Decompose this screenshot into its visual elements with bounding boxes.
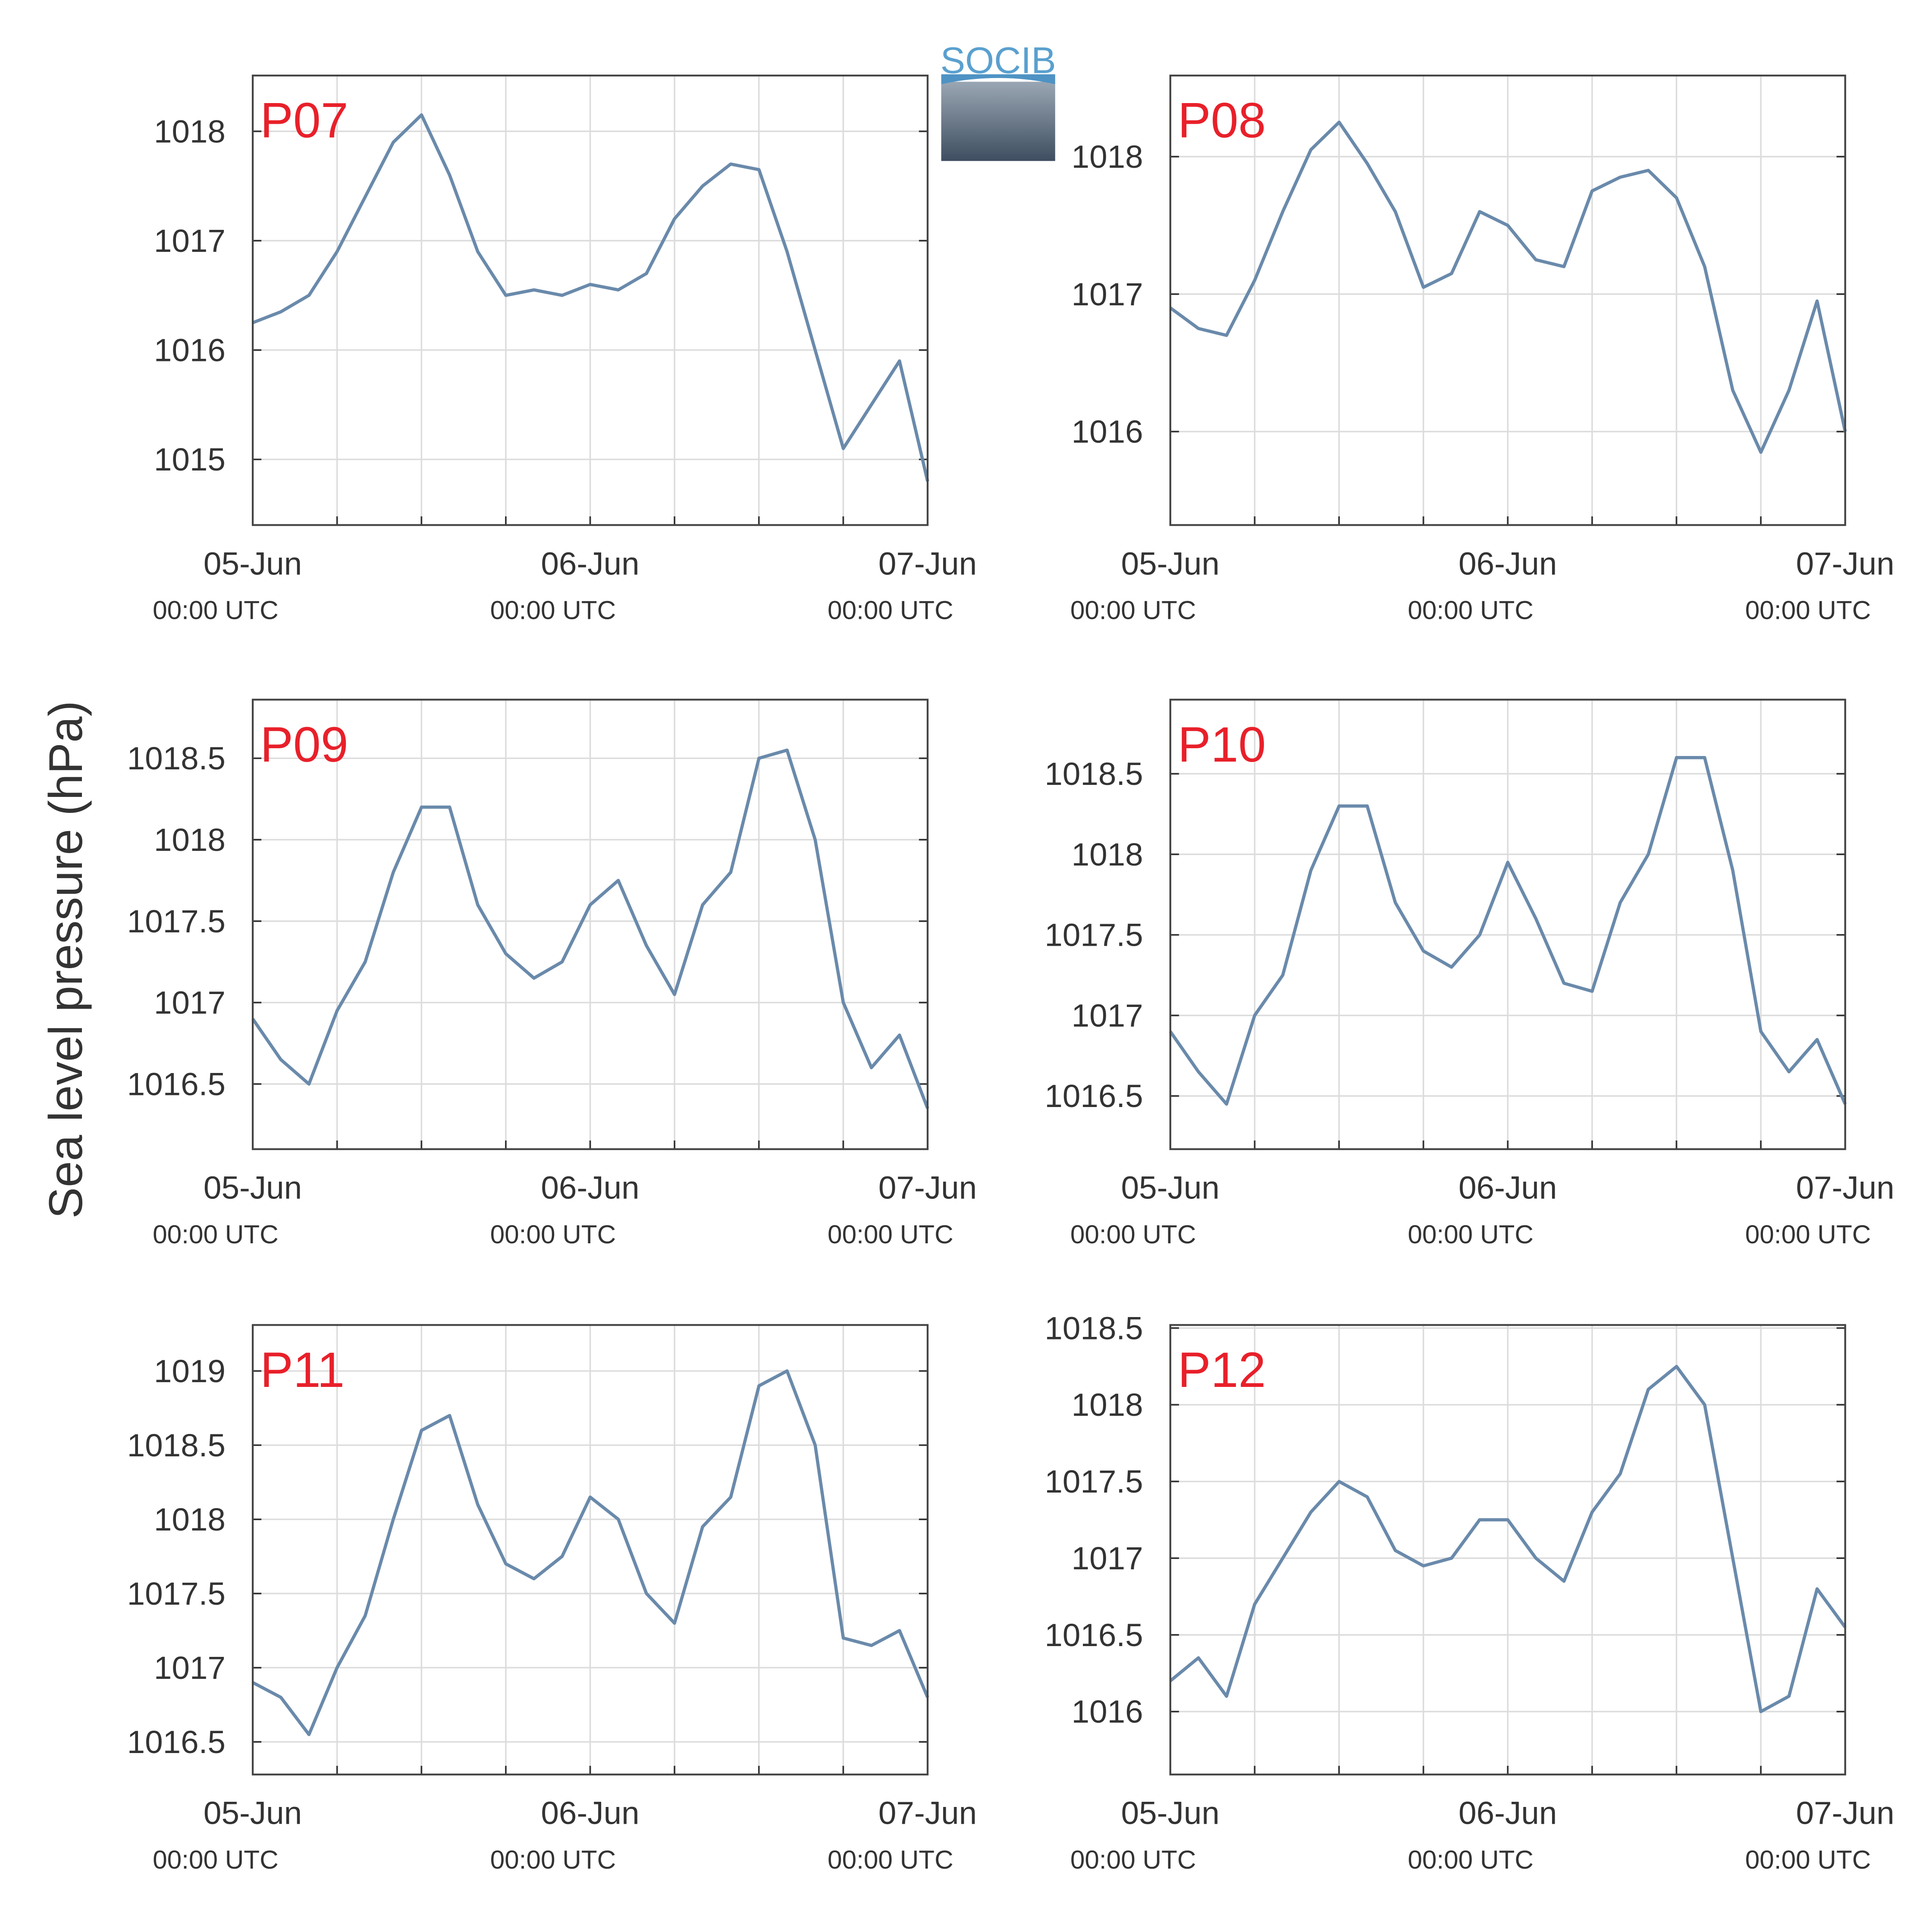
y-tick-label: 1016: [154, 332, 226, 368]
x-tick-label: 06-Jun: [541, 1795, 639, 1831]
logo-box: [941, 82, 1055, 161]
x-tick-sublabel: 00:00 UTC: [153, 1845, 279, 1874]
x-tick-sublabel: 00:00 UTC: [1070, 1220, 1196, 1249]
x-tick-sublabel: 00:00 UTC: [1408, 1845, 1534, 1874]
y-tick-label: 1016.5: [127, 1066, 226, 1102]
x-tick-label: 07-Jun: [1796, 1795, 1894, 1831]
x-tick-label: 07-Jun: [878, 1170, 977, 1206]
plot-frame: [1169, 699, 1846, 1150]
y-tick-label: 1019: [154, 1353, 226, 1389]
panel: 05-Jun 00:00 UTC 06-Jun 00:00 UTC 07-Jun 00:0…: [127, 699, 977, 1249]
plot-frame: [1169, 1324, 1846, 1775]
y-tick-label: 1017: [154, 1650, 226, 1686]
logo-text: SOCIB: [941, 40, 1056, 81]
x-tick-sublabel: 00:00 UTC: [490, 1220, 616, 1249]
y-tick-label: 1017: [154, 985, 226, 1021]
panel-title: P07: [260, 93, 348, 148]
y-tick-label: 1018: [154, 1501, 226, 1537]
x-tick-sublabel: 00:00 UTC: [490, 596, 616, 625]
logo: SOCIB: [941, 40, 1056, 161]
y-tick-label: 1018: [154, 113, 226, 149]
y-tick-label: 1017: [1072, 1540, 1143, 1576]
x-tick-label: 07-Jun: [1796, 545, 1894, 581]
plot-frame: [251, 1324, 929, 1775]
y-tick-label: 1017: [1072, 276, 1143, 312]
y-tick-label: 1017.5: [1044, 1463, 1143, 1499]
y-tick-label: 1016.5: [1044, 1078, 1143, 1114]
y-tick-label: 1016.5: [127, 1724, 226, 1760]
data-line: [1169, 756, 1847, 1106]
data-line: [1169, 1364, 1847, 1713]
x-tick-sublabel: 00:00 UTC: [828, 1845, 953, 1874]
x-tick-sublabel: 00:00 UTC: [1745, 1845, 1871, 1874]
data-line: [251, 748, 929, 1109]
x-tick-label: 06-Jun: [1458, 545, 1557, 581]
y-tick-label: 1017: [154, 223, 226, 259]
x-tick-label: 06-Jun: [541, 1170, 639, 1206]
panel: 05-Jun 00:00 UTC 06-Jun 00:00 UTC 07-Jun 00:0…: [1044, 1310, 1894, 1874]
y-tick-label: 1018: [1072, 138, 1143, 175]
y-tick-label: 1017.5: [127, 903, 226, 939]
x-tick-sublabel: 00:00 UTC: [153, 1220, 279, 1249]
x-tick-label: 05-Jun: [1121, 545, 1220, 581]
x-tick-sublabel: 00:00 UTC: [153, 596, 279, 625]
x-tick-sublabel: 00:00 UTC: [1745, 1220, 1871, 1249]
x-tick-sublabel: 00:00 UTC: [1070, 596, 1196, 625]
y-tick-label: 1018: [1072, 836, 1143, 872]
y-tick-label: 1018.5: [127, 740, 226, 776]
y-tick-label: 1017: [1072, 997, 1143, 1033]
data-line: [1169, 120, 1847, 454]
x-tick-label: 07-Jun: [878, 545, 977, 581]
plot-frame: [1169, 75, 1846, 526]
x-tick-label: 06-Jun: [1458, 1795, 1557, 1831]
y-axis-label: Sea level pressure (hPa): [40, 701, 92, 1219]
panel: 05-Jun 00:00 UTC 06-Jun 00:00 UTC 07-Jun 00:0…: [1070, 75, 1894, 625]
y-tick-label: 1017.5: [127, 1575, 226, 1612]
x-tick-sublabel: 00:00 UTC: [1408, 596, 1534, 625]
data-line: [252, 113, 929, 482]
y-tick-label: 1018.5: [1044, 756, 1143, 792]
x-tick-label: 06-Jun: [541, 545, 639, 581]
y-tick-label: 1018: [1072, 1386, 1143, 1423]
x-tick-label: 05-Jun: [204, 1795, 302, 1831]
x-tick-label: 05-Jun: [204, 1170, 302, 1206]
y-tick-label: 1016: [1072, 414, 1143, 450]
panel-title: P09: [260, 717, 348, 772]
data-line: [252, 1369, 929, 1736]
x-tick-label: 05-Jun: [1121, 1795, 1220, 1831]
x-tick-label: 05-Jun: [204, 545, 302, 581]
y-tick-label: 1016.5: [1044, 1617, 1143, 1653]
x-tick-sublabel: 00:00 UTC: [1070, 1845, 1196, 1874]
panel-title: P10: [1178, 717, 1266, 772]
panel-title: P12: [1178, 1342, 1266, 1398]
logo-wave: [941, 74, 1055, 85]
x-tick-sublabel: 00:00 UTC: [1745, 596, 1871, 625]
x-tick-sublabel: 00:00 UTC: [1408, 1220, 1534, 1249]
y-tick-label: 1017.5: [1044, 917, 1143, 953]
x-tick-sublabel: 00:00 UTC: [490, 1845, 616, 1874]
plot-frame: [251, 699, 929, 1150]
x-tick-sublabel: 00:00 UTC: [828, 1220, 953, 1249]
panel: 05-Jun 00:00 UTC 06-Jun 00:00 UTC 07-Jun 00:0…: [1044, 699, 1894, 1249]
y-tick-label: 1016: [1072, 1694, 1143, 1730]
panel-title: P08: [1178, 93, 1266, 148]
x-tick-label: 06-Jun: [1458, 1170, 1557, 1206]
x-tick-sublabel: 00:00 UTC: [828, 596, 953, 625]
y-tick-label: 1018.5: [1044, 1310, 1143, 1346]
x-tick-label: 05-Jun: [1121, 1170, 1220, 1206]
x-tick-label: 07-Jun: [878, 1795, 977, 1831]
y-tick-label: 1018.5: [127, 1427, 226, 1463]
panel-title: P11: [260, 1342, 345, 1398]
panel: 05-Jun 00:00 UTC 06-Jun 00:00 UTC 07-Jun 00:0…: [153, 75, 977, 625]
x-tick-label: 07-Jun: [1796, 1170, 1894, 1206]
panel: 05-Jun 00:00 UTC 06-Jun 00:00 UTC 07-Jun 00:0…: [127, 1324, 977, 1874]
y-tick-label: 1018: [154, 822, 226, 858]
plot-frame: [251, 75, 929, 526]
y-tick-label: 1015: [154, 441, 226, 477]
